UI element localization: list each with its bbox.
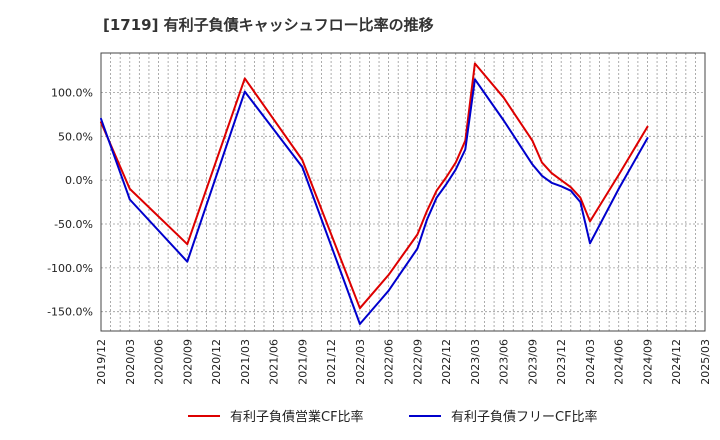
y-tick-label: -50.0% xyxy=(54,218,93,231)
legend-label: 有利子負債フリーCF比率 xyxy=(451,410,598,425)
x-tick-label: 2024/03 xyxy=(584,339,597,385)
y-tick-label: 50.0% xyxy=(58,130,93,143)
x-tick-label: 2020/06 xyxy=(153,339,166,385)
plot-area xyxy=(101,53,705,331)
x-tick-label: 2023/09 xyxy=(526,339,539,385)
x-tick-label: 2021/09 xyxy=(296,339,309,385)
legend-swatch-red xyxy=(188,414,220,417)
x-tick-label: 2023/03 xyxy=(469,339,482,385)
y-tick-label: -150.0% xyxy=(47,306,93,319)
x-tick-label: 2020/09 xyxy=(181,339,194,385)
legend-label: 有利子負債営業CF比率 xyxy=(230,410,364,425)
x-tick-label: 2023/06 xyxy=(498,339,511,385)
x-tick-label: 2022/06 xyxy=(383,339,396,385)
x-tick-label: 2024/09 xyxy=(641,339,654,385)
x-tick-label: 2019/12 xyxy=(95,339,108,385)
y-tick-label: 100.0% xyxy=(51,86,93,99)
series-line-free-cf xyxy=(100,78,649,325)
x-tick-label: 2023/12 xyxy=(555,339,568,385)
legend: 有利子負債営業CF比率 有利子負債フリーCF比率 xyxy=(0,400,720,430)
legend-swatch-blue xyxy=(409,414,441,417)
x-tick-label: 2024/06 xyxy=(613,339,626,385)
x-tick-label: 2021/12 xyxy=(325,339,338,385)
x-tick-label: 2024/12 xyxy=(670,339,683,385)
x-tick-label: 2022/09 xyxy=(411,339,424,385)
legend-item-operating-cf: 有利子負債営業CF比率 xyxy=(188,406,364,425)
x-tick-label: 2022/12 xyxy=(440,339,453,385)
legend-item-free-cf: 有利子負債フリーCF比率 xyxy=(409,406,598,425)
x-tick-label: 2020/12 xyxy=(210,339,223,385)
y-tick-label: -100.0% xyxy=(47,262,93,275)
plot-border xyxy=(100,52,706,332)
series-line-operating-cf xyxy=(100,62,649,310)
x-tick-label: 2021/06 xyxy=(268,339,281,385)
x-tick-label: 2021/03 xyxy=(239,339,252,385)
x-tick-label: 2022/03 xyxy=(354,339,367,385)
y-tick-label: 0.0% xyxy=(65,174,93,187)
chart-title: [1719] 有利子負債キャッシュフロー比率の推移 xyxy=(103,16,434,34)
x-tick-label: 2025/03 xyxy=(699,339,712,385)
x-tick-label: 2020/03 xyxy=(124,339,137,385)
